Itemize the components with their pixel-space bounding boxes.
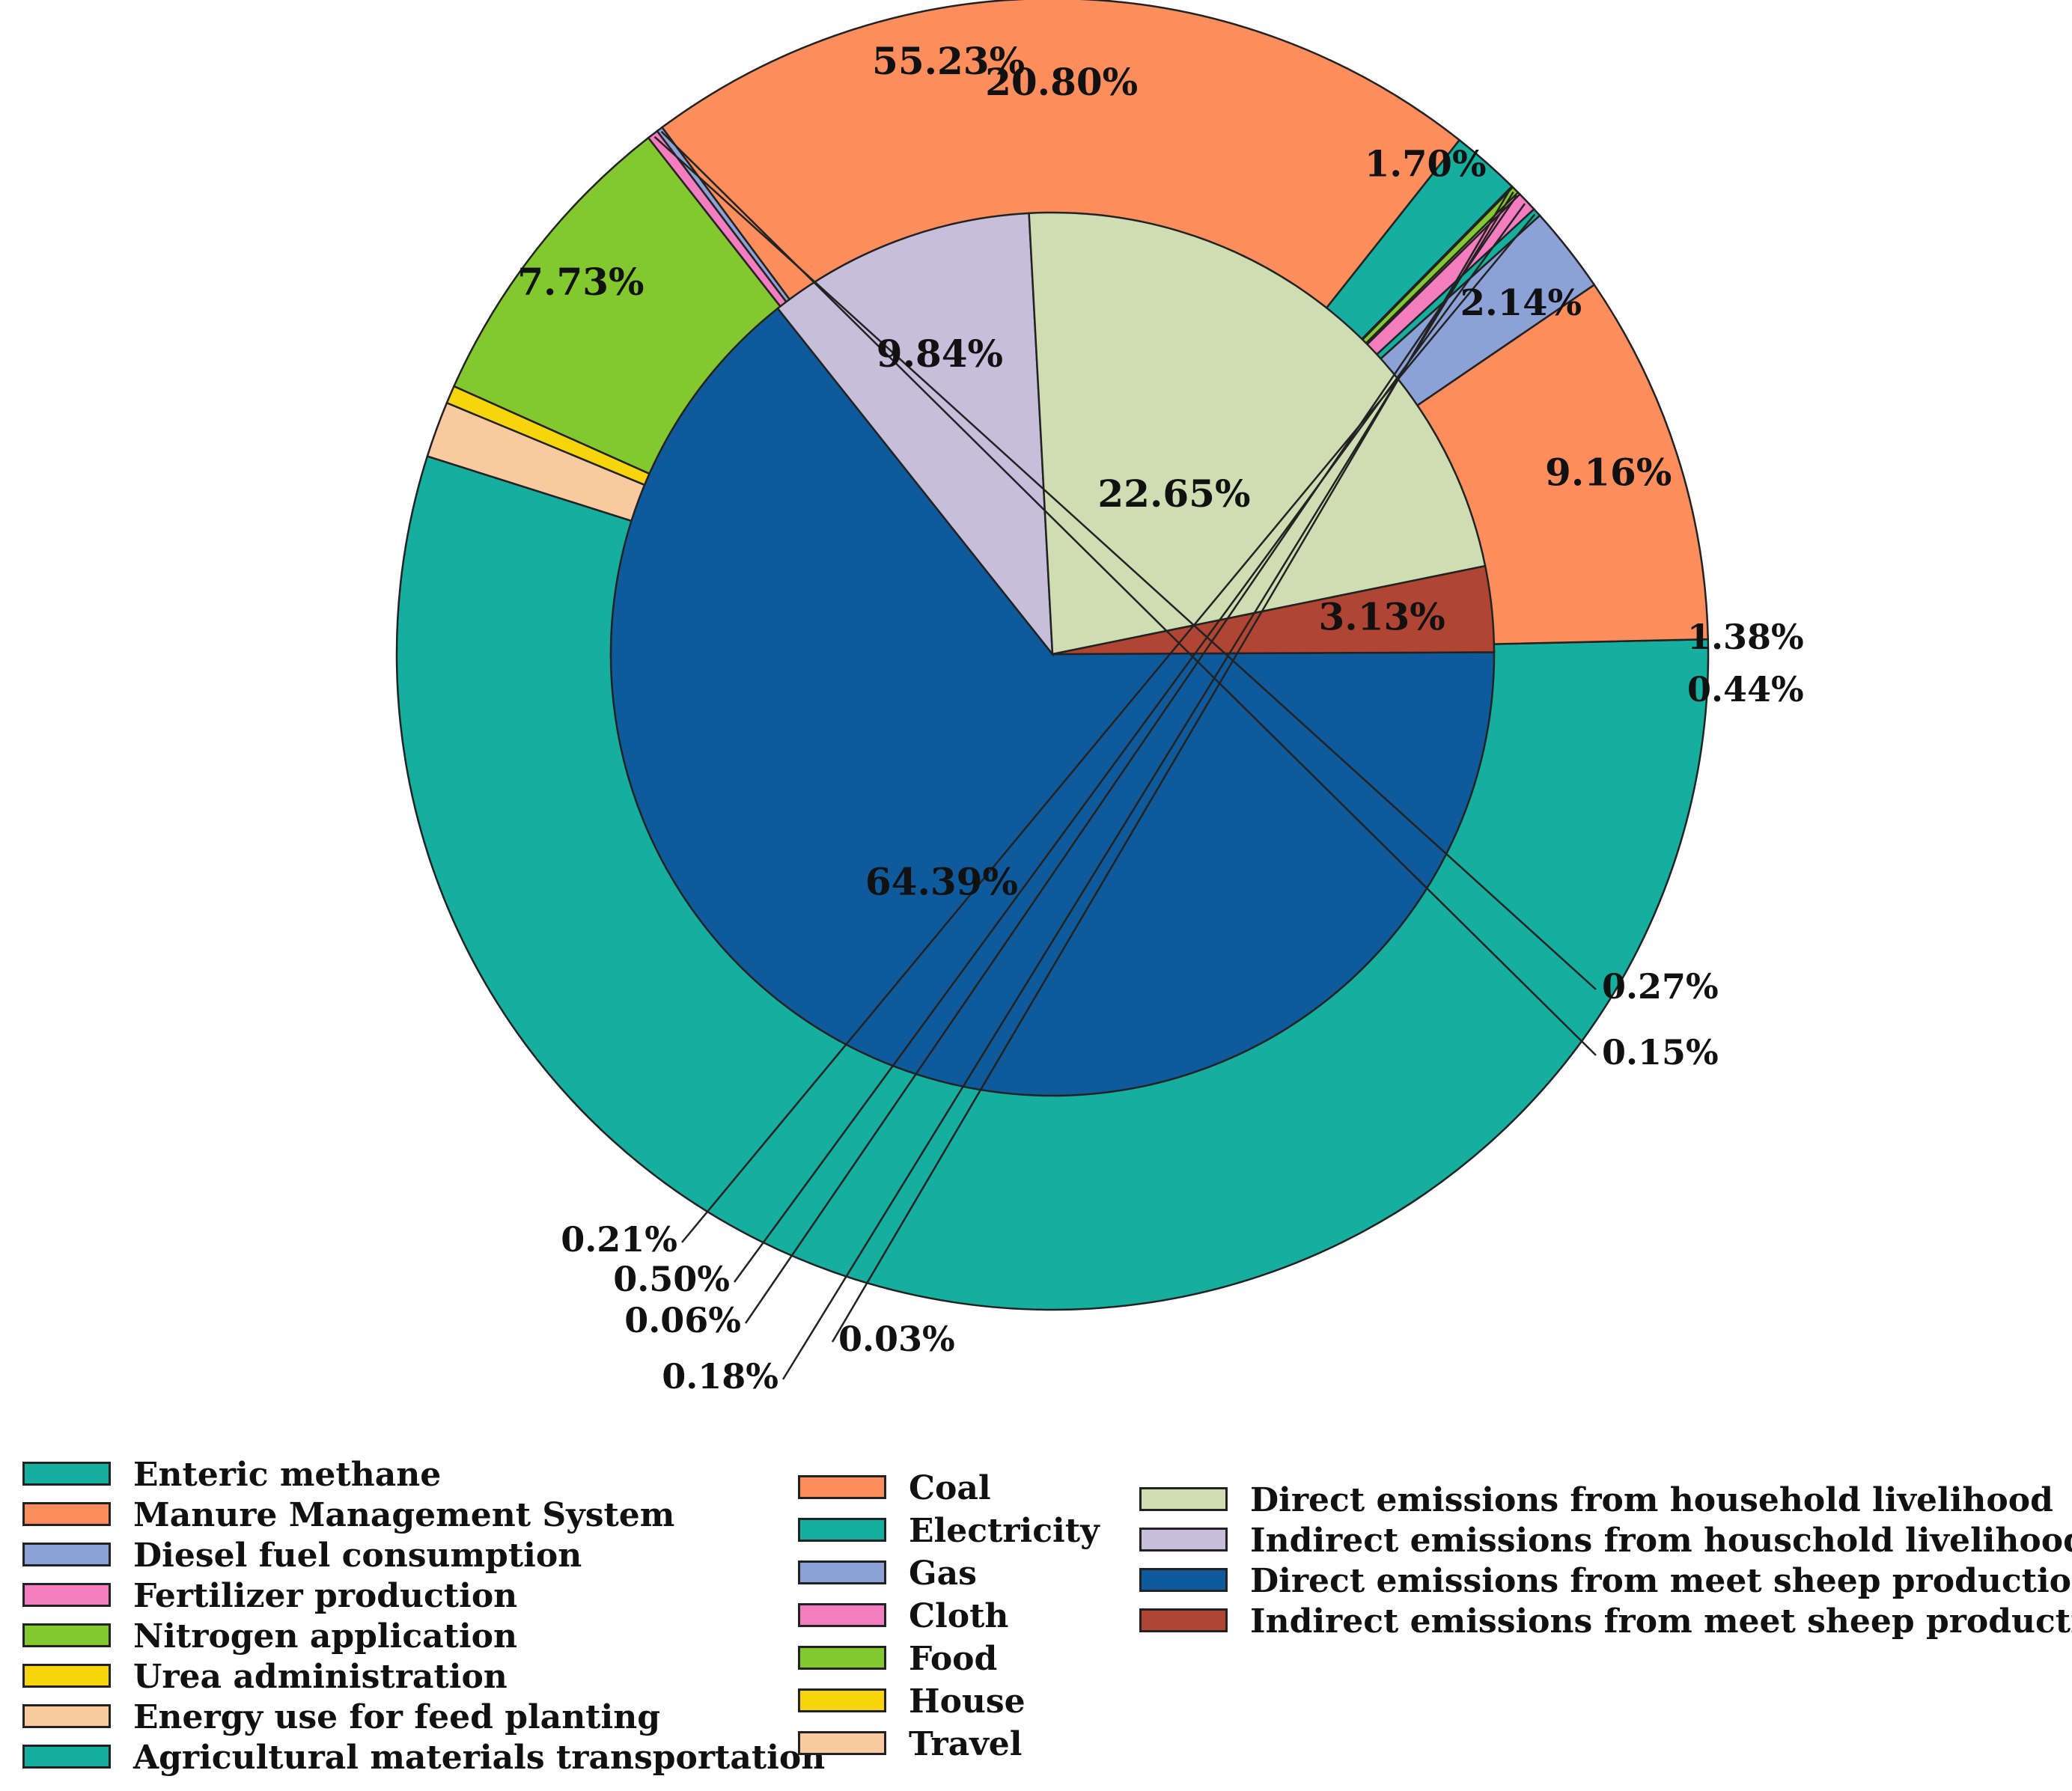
inner-label-direct-emissions-from-meet-sheep-production: 64.39%	[865, 860, 1018, 904]
legend-label: Cloth	[909, 1597, 1009, 1635]
inner-label-direct-emissions-from-household-livelihood: 22.65%	[1097, 472, 1250, 516]
callout-line-cloth	[733, 203, 1526, 1283]
legend-swatch	[1139, 1568, 1228, 1592]
slice-labels: 64.39% 9.84% 22.65% 3.13% 55.23% 1.38% 0.44% 7.…	[517, 39, 1803, 1397]
inner-slice-direct-emissions-from-meet-sheep-production	[609, 307, 1496, 1097]
outer-label-enteric-methane: 55.23%	[872, 39, 1025, 83]
legend-swatch	[22, 1462, 111, 1486]
legend-label: Fertilizer production	[133, 1577, 518, 1615]
inner-slice-indirect-emissions-from-houschold-livelihood	[776, 212, 1054, 657]
inner-pie	[609, 211, 1496, 1097]
outer-label-urea-administration: 0.44%	[1687, 669, 1804, 710]
legend-label: Enteric methane	[133, 1456, 442, 1494]
outer-label-fertilizer-production: 0.27%	[1602, 966, 1719, 1007]
legend-label: Diesel fuel consumption	[133, 1537, 582, 1575]
legend-label: Electricity	[909, 1512, 1100, 1550]
outer-label-diesel-fuel-consumption: 0.15%	[1602, 1032, 1719, 1073]
legend-label: House	[909, 1682, 1026, 1721]
legend-swatch	[798, 1603, 886, 1627]
legend-label: Direct emissions from meet sheep product…	[1250, 1562, 2072, 1600]
legend-label: Gas	[909, 1554, 977, 1593]
outer-label-travel: 0.06%	[624, 1300, 741, 1340]
inner-label-indirect-emissions-from-meet-sheep-production: 3.13%	[1319, 595, 1445, 639]
legend-label: Direct emissions from household liveliho…	[1250, 1481, 2053, 1519]
legend-label: Manure Management System	[133, 1496, 675, 1534]
legend-swatch	[22, 1664, 111, 1688]
legend-swatch	[22, 1502, 111, 1526]
outer-label-energy-use-for-feed-planting: 1.38%	[1687, 617, 1804, 657]
outer-label-nitrogen-application: 7.73%	[517, 260, 644, 304]
legend-label: Coal	[909, 1469, 991, 1507]
legend-label: Agricultural materials transportation	[133, 1739, 826, 1777]
legend-swatch	[1139, 1487, 1228, 1511]
nested-pie-chart: 64.39% 9.84% 22.65% 3.13% 55.23% 1.38% 0.44% 7.…	[395, 0, 1804, 1397]
outer-label-coal: 20.80%	[985, 60, 1138, 104]
legend-swatch	[22, 1543, 111, 1566]
legend-label: Travel	[909, 1725, 1023, 1763]
legend-label: Indirect emissions from houschold liveli…	[1250, 1522, 2072, 1560]
inner-label-indirect-emissions-from-houschold-livelihood: 9.84%	[877, 332, 1003, 376]
legend-swatch	[1139, 1608, 1228, 1632]
legend-label: Energy use for feed planting	[133, 1698, 660, 1736]
legend-label: Food	[909, 1640, 998, 1678]
outer-label-food: 0.18%	[662, 1356, 778, 1397]
legend-swatch	[798, 1646, 886, 1670]
inner-slice-indirect-emissions-from-meet-sheep-production	[1052, 564, 1496, 656]
outer-label-gas: 2.14%	[1460, 282, 1582, 324]
legend-swatch	[22, 1745, 111, 1769]
outer-label-cloth: 0.50%	[613, 1259, 730, 1299]
callout-line-agricultural-materials-transportation	[681, 213, 1536, 1243]
legend-swatch	[22, 1623, 111, 1647]
legend-swatch	[798, 1518, 886, 1542]
legend-label: Urea administration	[133, 1658, 508, 1696]
outer-label-agricultural-materials-transportation: 0.21%	[561, 1219, 677, 1260]
legend-swatch	[798, 1475, 886, 1499]
legend-swatch	[798, 1688, 886, 1712]
legend-swatch	[22, 1583, 111, 1607]
outer-label-manure-management-system: 9.16%	[1545, 451, 1672, 495]
callout-line-food	[781, 191, 1514, 1380]
outer-label-electricity: 1.70%	[1365, 143, 1487, 185]
callout-line-travel	[744, 195, 1518, 1324]
legend-swatch	[798, 1560, 886, 1584]
legend-label: Nitrogen application	[133, 1617, 518, 1656]
callout-line-diesel-fuel-consumption	[660, 130, 1597, 1056]
inner-slice-direct-emissions-from-household-livelihood	[1028, 211, 1487, 656]
legend-swatch	[1139, 1528, 1228, 1552]
callout-lines	[653, 130, 1597, 1380]
outer-label-house: 0.03%	[838, 1319, 955, 1359]
legend-label: Indirect emissions from meet sheep produ…	[1250, 1602, 2072, 1641]
legend-swatch	[798, 1731, 886, 1755]
legend-swatch	[22, 1704, 111, 1728]
